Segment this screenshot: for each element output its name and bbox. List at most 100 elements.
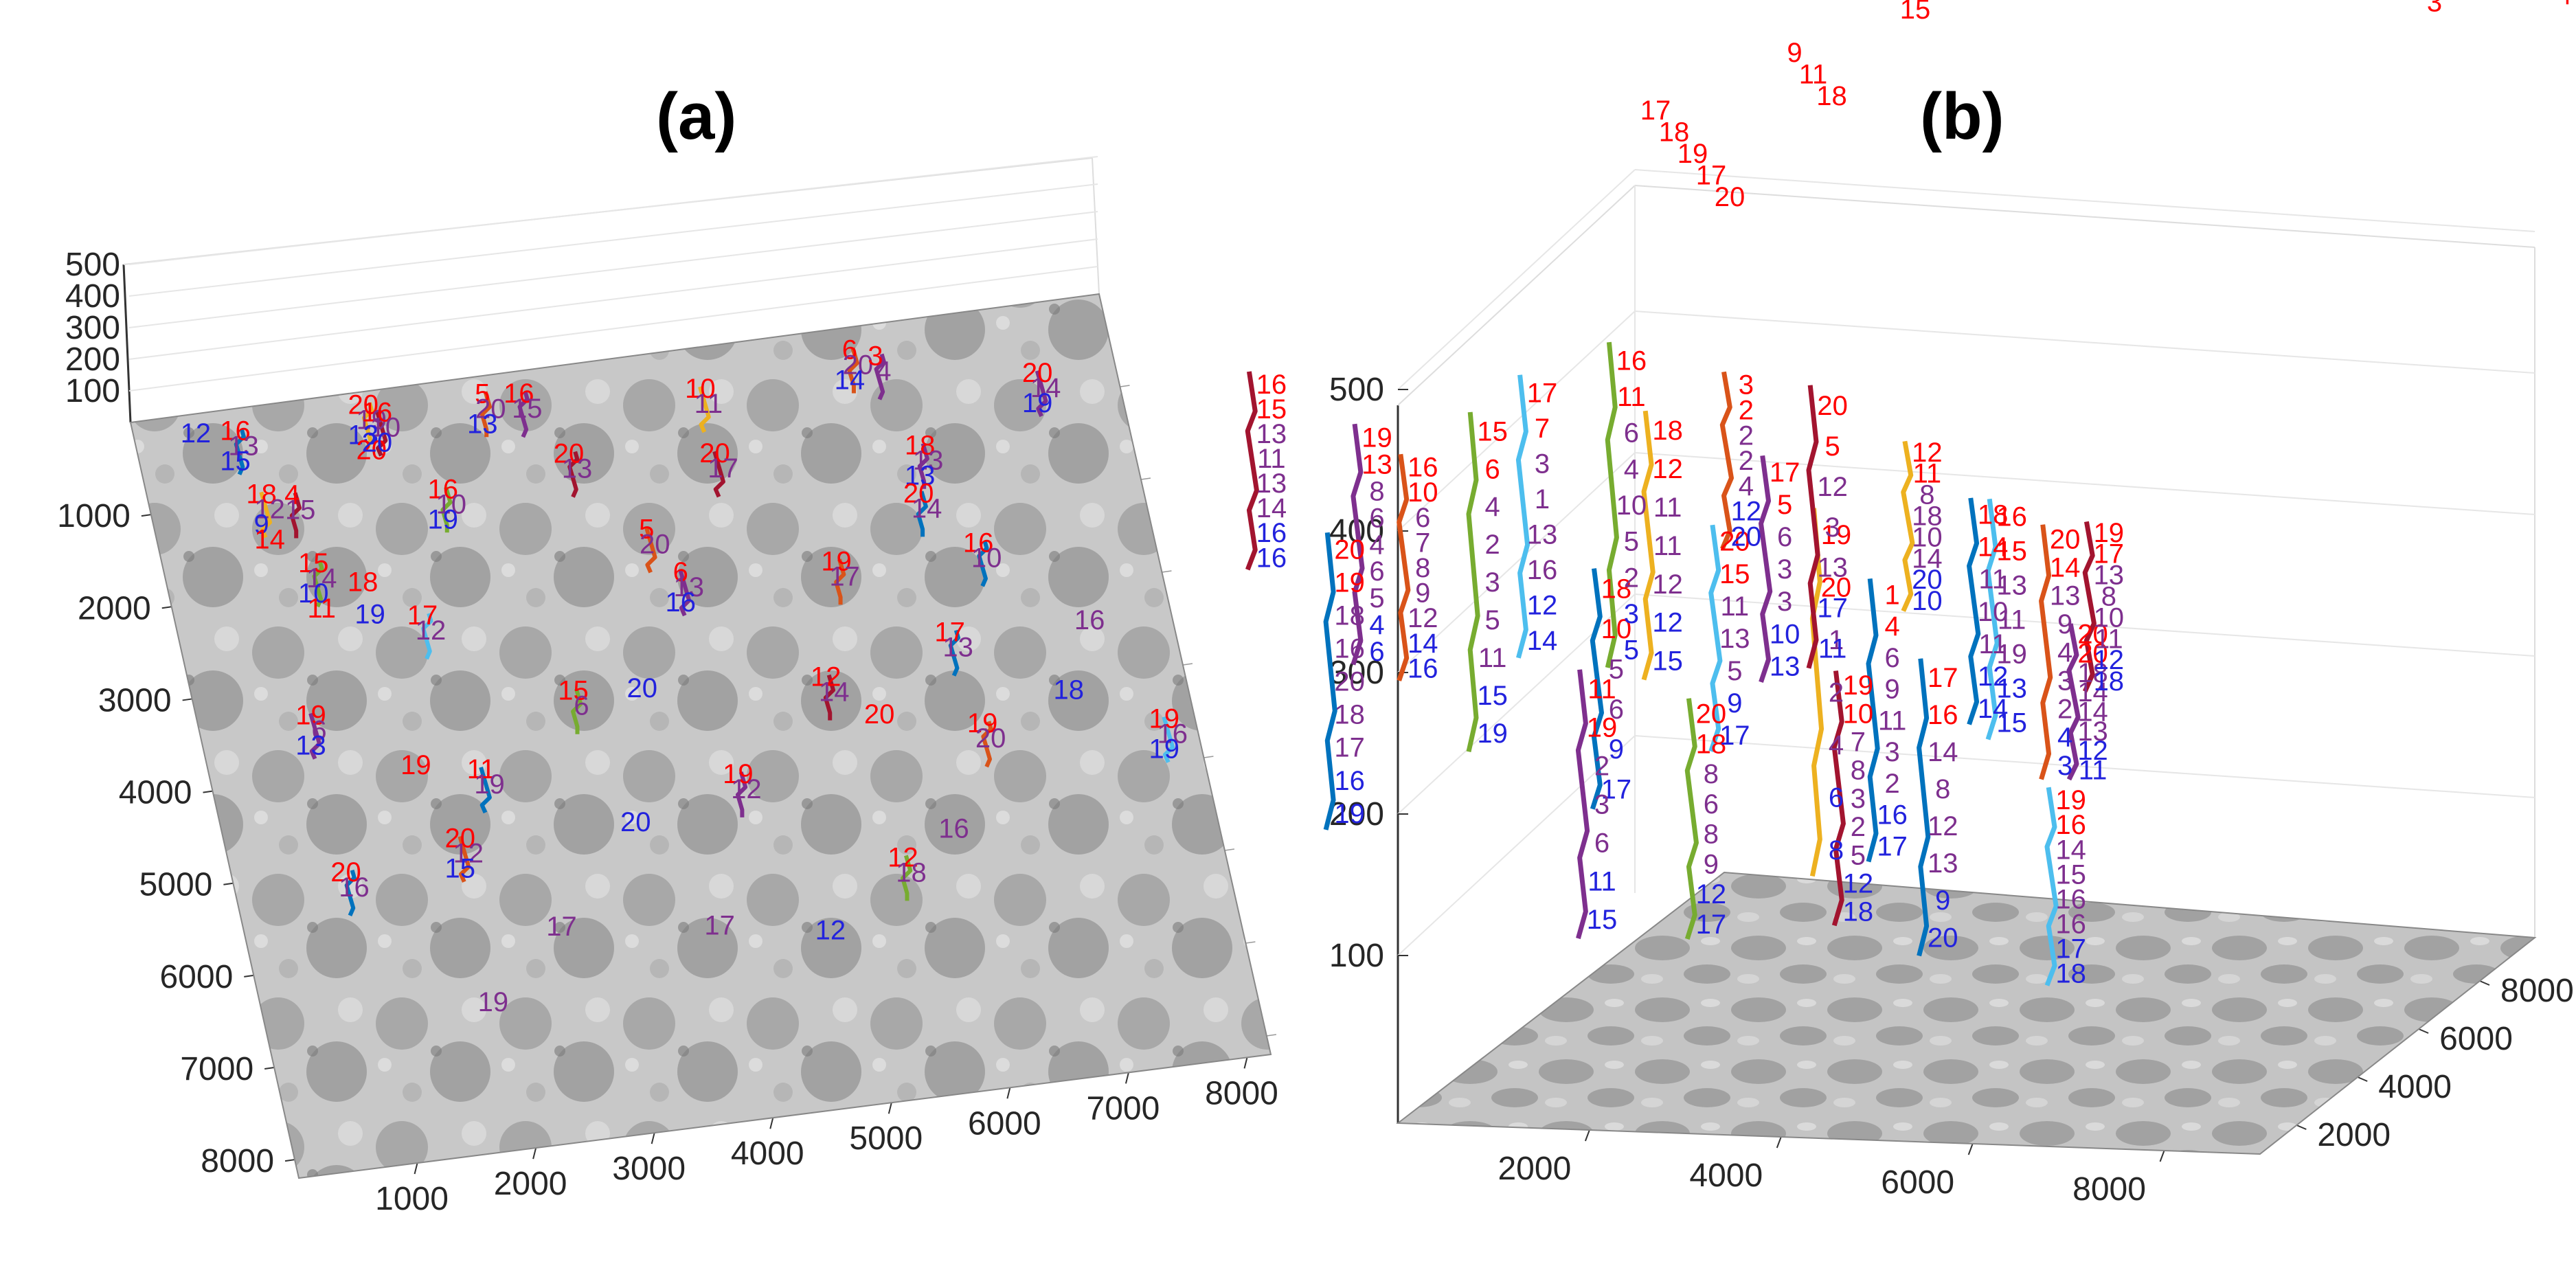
panel-b-y-tick-label: 6000 bbox=[2439, 1021, 2513, 1057]
panel-a-right-tick bbox=[1162, 570, 1172, 573]
panel-a-track-label: 19 bbox=[474, 769, 505, 800]
panel-b-track-label: 2 bbox=[1594, 752, 1609, 782]
panel-b-track-label: 15 bbox=[1256, 394, 1287, 425]
panel-b-track-label: 6 bbox=[1369, 637, 1384, 667]
panel-a-track-label: 19 bbox=[1022, 388, 1053, 418]
panel-a-track-line bbox=[901, 855, 913, 901]
panel-a-track-label: 12 bbox=[888, 842, 918, 872]
panel-b-track-label: 10 bbox=[1408, 477, 1438, 508]
panel-a-track-label: 13 bbox=[348, 420, 379, 450]
panel-a-track-line bbox=[289, 492, 302, 539]
panel-a-track-label: 17 bbox=[829, 561, 860, 591]
panel-a-track-label: 20 bbox=[554, 438, 585, 468]
panel-b-track-label: 2 bbox=[1851, 812, 1866, 842]
panel-b-track-label: 17 bbox=[2094, 539, 2125, 569]
panel-a-track-label: 6 bbox=[673, 557, 688, 587]
panel-b-z-grid bbox=[1634, 735, 2535, 798]
panel-a-z-tick-label: 400 bbox=[65, 278, 120, 315]
panel-b-track-label: 4 bbox=[1739, 471, 1754, 501]
panel-a-track-line bbox=[977, 540, 989, 587]
panel-b-track-label: 11 bbox=[1978, 629, 2007, 659]
panel-a-y-tick-label: 6000 bbox=[159, 959, 233, 995]
panel-b-track-label: 18 bbox=[2055, 959, 2086, 989]
panel-a-y-tick-label: 3000 bbox=[98, 682, 172, 719]
panel-b-track-label: 1 bbox=[1535, 484, 1550, 515]
panel-a-image-plane bbox=[129, 293, 1272, 1179]
panel-b-track-label: 20 bbox=[2077, 639, 2108, 669]
panel-a-track-label: 18 bbox=[905, 431, 936, 461]
panel-b-track-label: 12 bbox=[1731, 497, 1762, 527]
panel-b-track-line bbox=[1515, 374, 1530, 659]
panel-a-track-label: 15 bbox=[220, 447, 251, 477]
panel-a-track-label: 19 bbox=[295, 701, 326, 731]
panel-a-track-label: 20 bbox=[843, 350, 874, 381]
panel-a-point-label: 16 bbox=[938, 813, 969, 844]
panel-b-y-tick-label: 2000 bbox=[2317, 1117, 2391, 1153]
panel-a-track-label: 13 bbox=[295, 731, 326, 761]
panel-b-track-label: 10 bbox=[1770, 619, 1800, 649]
panel-a-z-tick-label: 200 bbox=[65, 341, 120, 378]
panel-b-track-label: 6 bbox=[1624, 418, 1639, 449]
panel-b-x-tick bbox=[2159, 1150, 2165, 1162]
panel-a-track-label: 20 bbox=[330, 857, 361, 888]
panel-a-track-label: 13 bbox=[913, 446, 944, 476]
panel-b-track-label: 4 bbox=[1369, 530, 1384, 560]
panel-a-track-label: 14 bbox=[835, 365, 866, 396]
panel-b-y-tick bbox=[2357, 1076, 2368, 1082]
panel-b-track-label: 3 bbox=[1739, 370, 1754, 400]
panel-b-track-label: 5 bbox=[1624, 635, 1639, 666]
panel-b-floating-label: 19 bbox=[1677, 139, 1708, 169]
panel-b-track-label: 14 bbox=[1527, 626, 1558, 656]
panel-b-track-label: 11 bbox=[1721, 591, 1750, 622]
panel-a-z-grid bbox=[128, 183, 1098, 297]
panel-b-track-label: 19 bbox=[1334, 799, 1365, 829]
panel-b-track-label: 13 bbox=[2050, 581, 2081, 611]
panel-b-track-label: 6 bbox=[1884, 643, 1899, 673]
panel-b-track-label: 14 bbox=[2077, 697, 2108, 727]
panel-b-track-line bbox=[2066, 623, 2081, 781]
panel-b-track-label: 12 bbox=[2077, 736, 2108, 766]
panel-b-track-label: 15 bbox=[1652, 646, 1683, 677]
panel-b-x-tick bbox=[1776, 1136, 1782, 1149]
panel-a-track-line bbox=[517, 391, 530, 438]
panel-a-track-label: 20 bbox=[903, 478, 934, 508]
panel-b-floating-label: 18 bbox=[1816, 81, 1847, 111]
panel-a-track-line bbox=[567, 451, 580, 498]
panel-a-track-label: 19 bbox=[967, 708, 998, 738]
panel-a-track-line bbox=[440, 486, 453, 533]
panel-b-track-label: 18 bbox=[1334, 600, 1365, 631]
panel-b-track-label: 16 bbox=[1877, 800, 1908, 831]
panel-b-track-label: 15 bbox=[1477, 681, 1508, 711]
panel-a-y-tick bbox=[223, 882, 234, 885]
panel-b-y-tick-label: 4000 bbox=[2378, 1069, 2452, 1105]
panel-a-track-label: 14 bbox=[254, 524, 285, 554]
panel-a-track-line bbox=[457, 835, 471, 883]
panel-a-point-label: 12 bbox=[181, 418, 212, 449]
panel-a-z-grid bbox=[128, 156, 1098, 265]
panel-b-track-line bbox=[1901, 440, 1915, 612]
panel-a-track-label: 11 bbox=[467, 754, 496, 784]
panel-b-x-tick-label: 8000 bbox=[2072, 1171, 2146, 1208]
panel-b-track-label: 15 bbox=[1996, 708, 2027, 738]
panel-a-track-label: 16 bbox=[220, 416, 251, 447]
panel-b-track-label: 13 bbox=[1996, 673, 2027, 703]
panel-b-track-label: 4 bbox=[2057, 723, 2072, 753]
panel-b-track-label: 16 bbox=[1256, 370, 1287, 400]
panel-b-track-label: 13 bbox=[1362, 450, 1392, 480]
panel-a-track-label: 13 bbox=[673, 572, 704, 602]
panel-b-track-label: 13 bbox=[1256, 419, 1287, 449]
panel-b-track-label: 18 bbox=[1652, 416, 1683, 446]
panel-b-track-label: 12 bbox=[1652, 454, 1683, 484]
panel-b-track-label: 3 bbox=[1777, 587, 1792, 617]
panel-b-track-label: 14 bbox=[1978, 532, 2009, 563]
panel-b-track-label: 5 bbox=[1484, 605, 1500, 635]
panel-a-right-tick bbox=[1245, 941, 1256, 944]
panel-a-track-label: 20 bbox=[699, 438, 730, 468]
panel-b-track-label: 16 bbox=[2055, 810, 2086, 840]
panel-b-track-label: 6 bbox=[1829, 783, 1844, 813]
panel-a-track-line bbox=[948, 629, 961, 677]
panel-b-track-label: 12 bbox=[1843, 869, 1874, 899]
panel-a-x-tick-label: 5000 bbox=[849, 1120, 923, 1157]
panel-b-track-line bbox=[2082, 521, 2097, 692]
